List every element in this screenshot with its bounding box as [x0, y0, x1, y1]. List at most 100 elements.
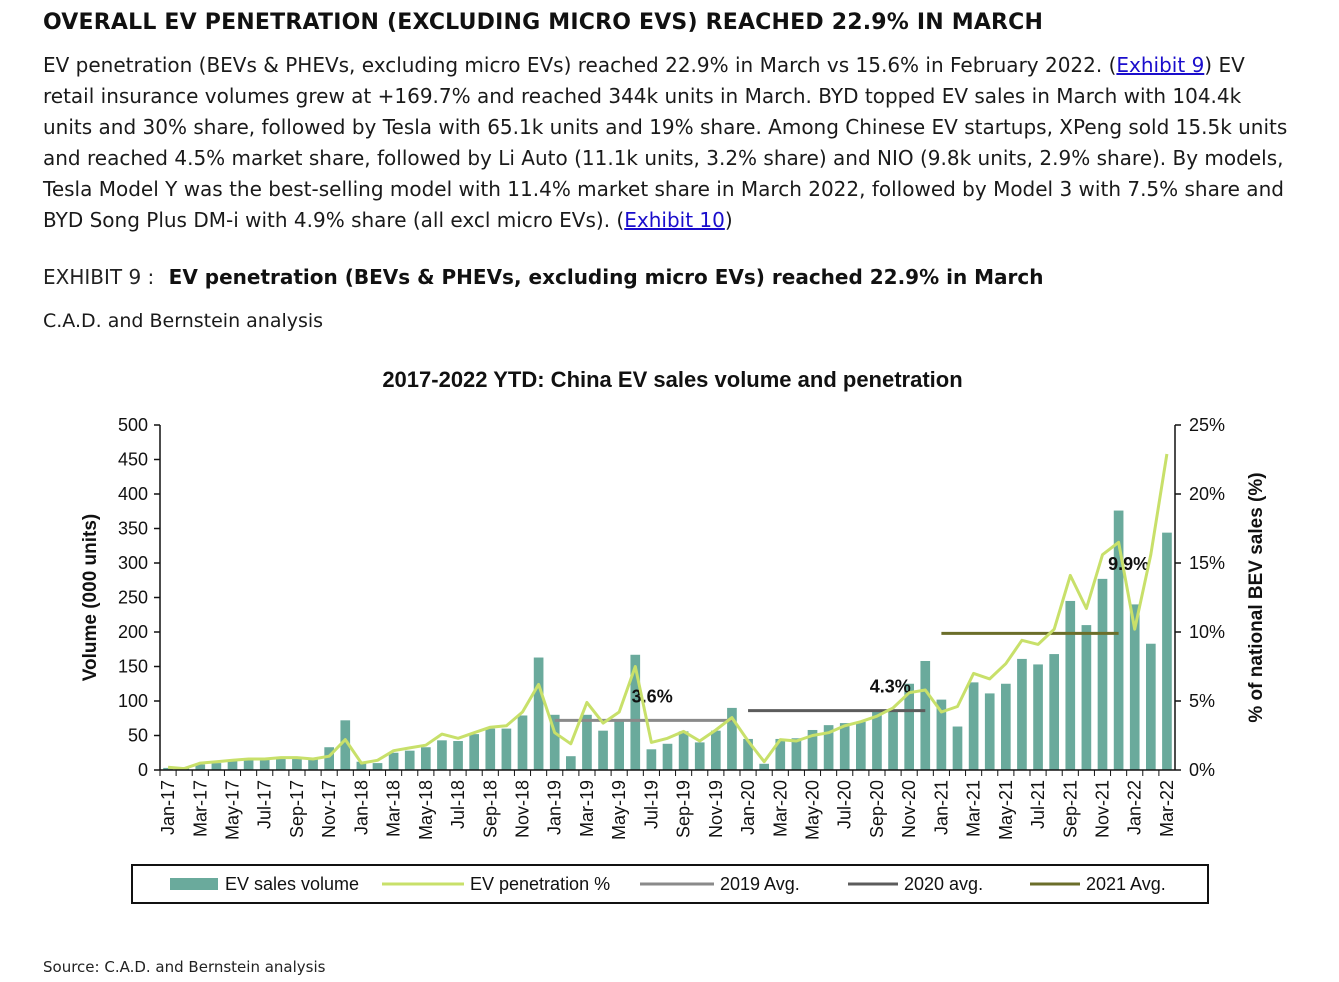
penetration-line: [167, 453, 1169, 771]
bar-Nov-17: [324, 747, 334, 770]
exhibit-heading: EXHIBIT 9 : EV penetration (BEVs & PHEVs…: [43, 265, 1044, 289]
x-tick-label: May-19: [609, 780, 629, 840]
exhibit-9-link[interactable]: Exhibit 9: [1116, 53, 1205, 77]
x-tick-label: Mar-22: [1157, 780, 1177, 837]
bar-Mar-19: [582, 714, 592, 770]
bar-Jan-19: [549, 714, 560, 770]
x-tick-label: May-17: [223, 780, 243, 840]
bar-Aug-21: [1049, 654, 1059, 770]
bar-Jan-17: [163, 767, 173, 770]
bar-May-20: [807, 729, 818, 770]
chart-title: 2017-2022 YTD: China EV sales volume and…: [382, 367, 962, 392]
x-tick-label: May-18: [416, 780, 436, 840]
x-tick-label: Jul-17: [255, 780, 275, 829]
bar-Jan-22: [1129, 604, 1140, 770]
bar-Mar-17: [195, 764, 206, 770]
y-tick-label: 150: [118, 657, 148, 677]
y-tick-label: 50: [128, 726, 148, 746]
x-tick-label: Jul-21: [1028, 780, 1048, 829]
y2-tick-label: 15%: [1189, 553, 1225, 573]
x-tick-label: Jan-17: [158, 780, 178, 835]
x-tick-label: Jan-18: [351, 780, 371, 835]
x-tick-label: Jan-19: [545, 780, 565, 835]
bar-Feb-18: [372, 763, 383, 770]
exhibit-source: C.A.D. and Bernstein analysis: [43, 310, 324, 332]
legend-label-2: 2019 Avg.: [720, 874, 800, 894]
avg-label-19: 3.6%: [632, 686, 673, 706]
bar-Apr-21: [984, 693, 995, 770]
bar-Jan-21: [936, 699, 947, 770]
bar-Aug-17: [276, 758, 286, 770]
bar-May-18: [421, 747, 431, 770]
y-tick-label: 100: [118, 691, 148, 711]
exhibit-label: EXHIBIT 9 :: [43, 265, 155, 289]
avg-label-20: 4.3%: [870, 677, 911, 697]
y-tick-label: 0: [138, 760, 148, 780]
body-paragraph: EV penetration (BEVs & PHEVs, excluding …: [43, 50, 1293, 236]
bar-Oct-20: [888, 710, 898, 770]
bar-Sep-21: [1065, 600, 1076, 770]
y-tick-label: 400: [118, 484, 148, 504]
x-tick-label: May-21: [996, 780, 1016, 840]
y2-axis-title: % of national BEV sales (%): [1246, 472, 1267, 722]
x-tick-label: Mar-17: [190, 780, 210, 837]
x-tick-label: Mar-21: [964, 780, 984, 837]
bar-Jan-18: [356, 761, 367, 770]
exhibit-title: EV penetration (BEVs & PHEVs, excluding …: [168, 265, 1044, 289]
y2-tick-label: 20%: [1189, 484, 1225, 504]
x-tick-label: May-20: [803, 780, 823, 840]
bar-Jan-20: [743, 738, 753, 770]
headline: OVERALL EV PENETRATION (EXCLUDING MICRO …: [43, 10, 1044, 35]
x-tick-label: Jan-21: [931, 780, 951, 835]
bar-Oct-19: [694, 742, 705, 770]
bar-Apr-20: [791, 738, 802, 770]
bar-Feb-19: [566, 756, 576, 770]
bar-Jul-21: [1033, 664, 1043, 770]
bar-Mar-22: [1162, 532, 1172, 770]
y-axis-title: Volume (000 units): [80, 514, 101, 682]
bar-Dec-18: [533, 657, 544, 770]
bar-Nov-18: [517, 715, 528, 770]
bar-Dec-20: [920, 660, 931, 770]
bar-Jun-21: [1017, 658, 1027, 770]
y-tick-label: 450: [118, 450, 148, 470]
footer-source: Source: C.A.D. and Bernstein analysis: [43, 958, 326, 976]
x-tick-label: Jan-22: [1125, 780, 1145, 835]
legend-label-0: EV sales volume: [225, 874, 359, 894]
paragraph-part-2: ) EV retail insurance volumes grew at +1…: [43, 53, 1288, 232]
y2-tick-label: 5%: [1189, 691, 1215, 711]
bar-Nov-20: [904, 683, 914, 770]
bar-Sep-20: [872, 711, 882, 770]
bar-Jul-17: [259, 759, 270, 770]
bar-Mar-21: [968, 682, 979, 770]
bar-Jun-19: [630, 654, 641, 770]
x-tick-label: Sep-18: [480, 780, 500, 838]
bar-Jul-19: [646, 749, 657, 770]
bar-Feb-21: [952, 726, 963, 770]
bar-Sep-19: [678, 731, 689, 770]
x-tick-label: Mar-19: [577, 780, 597, 837]
x-tick-label: Mar-20: [770, 780, 790, 837]
x-tick-label: Sep-21: [1060, 780, 1080, 838]
bar-Dec-19: [727, 707, 737, 770]
bar-Sep-18: [485, 728, 496, 770]
x-tick-label: Sep-19: [674, 780, 694, 838]
x-tick-label: Nov-21: [1093, 780, 1113, 838]
legend-label-3: 2020 avg.: [904, 874, 983, 894]
bar-Apr-18: [404, 750, 415, 770]
bar-Mar-18: [388, 752, 399, 770]
x-tick-label: Nov-19: [706, 780, 726, 838]
bar-Oct-17: [308, 758, 318, 770]
bar-Aug-20: [856, 721, 866, 770]
bar-Aug-18: [469, 734, 479, 770]
bar-Dec-17: [340, 720, 351, 770]
x-tick-label: Nov-17: [319, 780, 339, 838]
y-tick-label: 350: [118, 519, 148, 539]
paragraph-part-1: EV penetration (BEVs & PHEVs, excluding …: [43, 53, 1117, 77]
y2-tick-label: 10%: [1189, 622, 1225, 642]
paragraph-part-3: ): [724, 208, 733, 232]
bar-Jun-17: [243, 759, 254, 770]
bar-Oct-18: [501, 728, 512, 770]
bar-May-19: [614, 720, 624, 770]
exhibit-10-link[interactable]: Exhibit 10: [624, 208, 725, 232]
